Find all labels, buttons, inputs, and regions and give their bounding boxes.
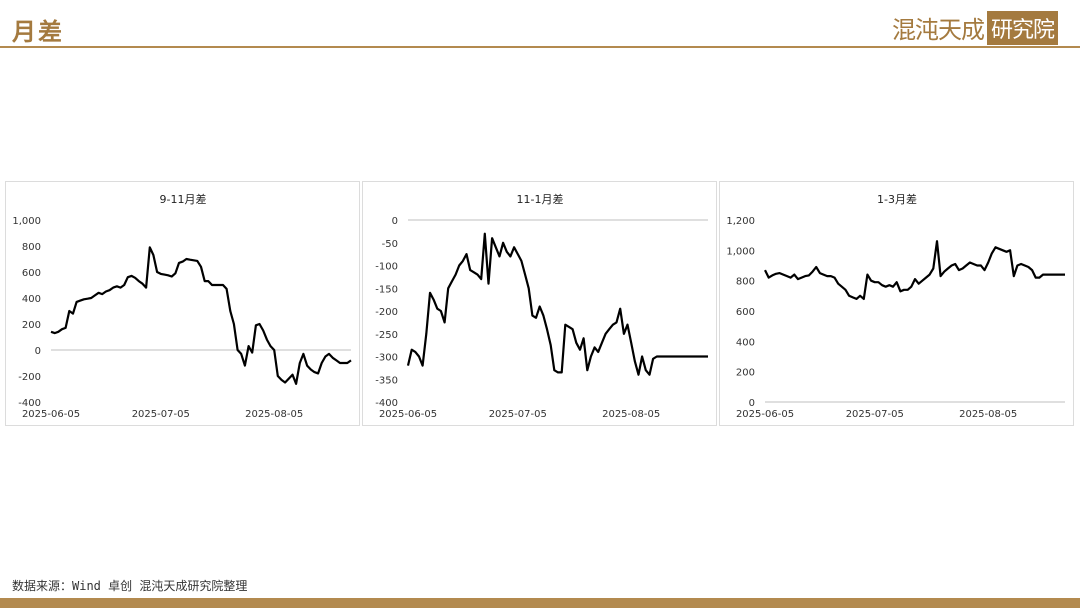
y-tick-label: 600 — [736, 307, 755, 318]
y-tick-label: -300 — [375, 353, 398, 364]
y-tick-label: -100 — [375, 262, 398, 273]
x-tick-label: 2025-06-05 — [22, 409, 80, 420]
y-tick-label: 800 — [736, 277, 755, 288]
y-tick-label: 400 — [736, 337, 755, 348]
y-tick-label: -50 — [382, 239, 398, 250]
chart-title: 1-3月差 — [877, 192, 917, 206]
y-tick-label: 1,200 — [726, 216, 755, 227]
y-tick-label: -250 — [375, 330, 398, 341]
logo-box-text: 研究院 — [986, 10, 1058, 45]
y-tick-label: -200 — [18, 372, 41, 383]
series-line — [50, 246, 352, 385]
y-tick-label: 200 — [22, 320, 41, 331]
y-tick-label: 0 — [392, 216, 398, 227]
y-tick-label: 1,000 — [726, 246, 755, 257]
chart-panel-1: 9-11月差 1,000 800 600 400 200 0 -200 -400 2025-06-… — [5, 181, 360, 426]
y-tick-label: -150 — [375, 284, 398, 295]
x-tick-label: 2025-07-05 — [489, 409, 547, 420]
x-tick-label: 2025-08-05 — [959, 409, 1017, 420]
x-tick-label: 2025-08-05 — [602, 409, 660, 420]
page-title: 月差 — [12, 17, 64, 46]
data-source-note: 数据来源：Wind 卓创 混沌天成研究院整理 — [12, 579, 248, 593]
y-tick-label: 1,000 — [12, 216, 41, 227]
x-tick-label: 2025-07-05 — [846, 409, 904, 420]
x-tick-label: 2025-06-05 — [379, 409, 437, 420]
y-tick-label: 400 — [22, 294, 41, 305]
header-divider — [0, 46, 1080, 48]
y-tick-label: -350 — [375, 375, 398, 386]
chart-11-1-spread: 11-1月差0-50-100-150-200-250-300-350-40020… — [375, 192, 708, 420]
x-tick-label: 2025-07-05 — [132, 409, 190, 420]
series-line — [406, 232, 708, 376]
y-tick-label: -400 — [18, 398, 41, 409]
x-tick-label: 2025-08-05 — [245, 409, 303, 420]
y-tick-label: 200 — [736, 368, 755, 379]
chart-panel-3: 1-3月差 1,200 1,000 800 600 400 200 0 2025-06-05 20… — [719, 181, 1074, 426]
y-tick-label: -200 — [375, 307, 398, 318]
brand-logo: 混沌天成 研究院 — [892, 10, 1058, 45]
footer-bar — [0, 598, 1080, 608]
chart-panel-2: 11-1月差 0 -50 -100 -150 -200 -250 -300 -350 -400 20… — [362, 181, 717, 426]
series-line — [764, 240, 1065, 301]
y-tick-label: -400 — [375, 398, 398, 409]
chart-title: 9-11月差 — [160, 192, 207, 206]
chart-title: 11-1月差 — [517, 192, 564, 206]
y-tick-label: 800 — [22, 242, 41, 253]
y-tick-label: 0 — [749, 398, 755, 409]
y-tick-label: 0 — [35, 346, 41, 357]
chart-9-11-spread: 9-11月差 1,000 800 600 400 200 0 -200 -4002025-06-… — [12, 192, 352, 420]
logo-text: 混沌天成 — [891, 16, 985, 44]
x-tick-label: 2025-06-05 — [736, 409, 794, 420]
y-tick-label: 600 — [22, 268, 41, 279]
